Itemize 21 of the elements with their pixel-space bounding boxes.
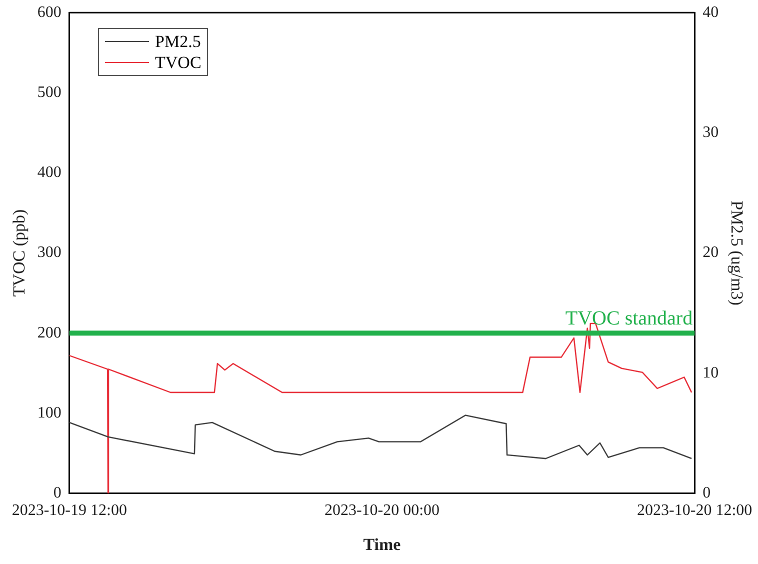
x-tick-label: 2023-10-19 12:00 — [12, 502, 127, 520]
y2-tick-label: 10 — [702, 364, 719, 382]
x-tick-label: 2023-10-20 00:00 — [324, 502, 440, 520]
x-tick-label: 2023-10-20 12:00 — [637, 502, 752, 520]
y2-tick-label: 30 — [702, 124, 719, 142]
y-tick-label: 0 — [53, 484, 62, 502]
legend-label: PM2.5 — [155, 31, 201, 52]
y2-axis-title: PM2.5 (ug/m3) — [727, 200, 746, 306]
legend-label: TVOC — [155, 52, 202, 73]
y-tick-label: 200 — [37, 324, 62, 342]
y-tick-label: 100 — [37, 404, 62, 422]
y-tick-label: 400 — [37, 164, 62, 182]
x-axis-title: Time — [363, 535, 402, 554]
y2-tick-label: 20 — [702, 244, 719, 262]
y2-tick-label: 0 — [702, 484, 711, 502]
ref-line-label: TVOC standard — [565, 307, 693, 330]
y-tick-label: 300 — [37, 244, 62, 262]
y-tick-label: 600 — [37, 4, 62, 21]
y-tick-label: 500 — [37, 84, 62, 101]
y2-tick-label: 40 — [702, 4, 719, 21]
y-axis-title: TVOC (ppb) — [10, 209, 29, 297]
